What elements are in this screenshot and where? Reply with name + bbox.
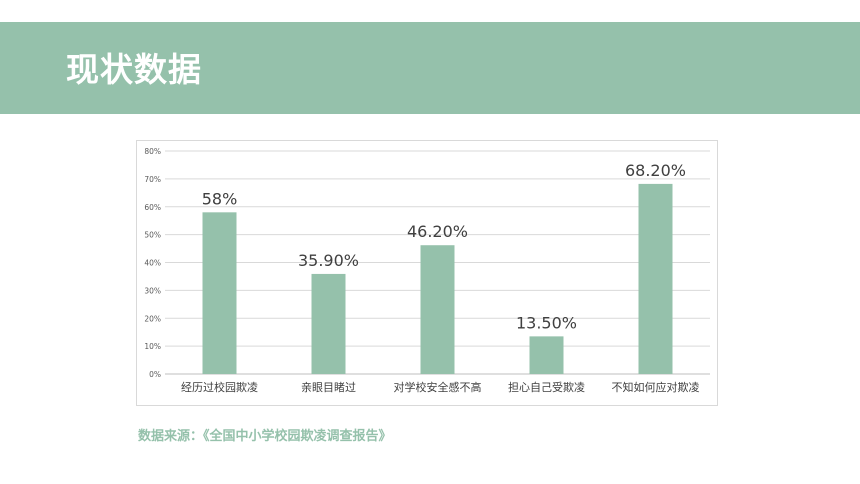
y-tick-label: 50%	[144, 231, 161, 240]
y-tick-label: 20%	[144, 314, 161, 323]
y-tick-label: 0%	[149, 370, 161, 379]
bar	[420, 245, 455, 374]
chart-canvas: 0% 10% 20% 30% 40% 50% 60% 70% 80% 58% 经历过校园欺凌 35.9…	[144, 147, 710, 394]
source-note: 数据来源：《全国中小学校园欺凌调查报告》	[138, 429, 392, 444]
page-title: 现状数据	[66, 50, 202, 89]
category-label: 不知如何应对欺凌	[612, 380, 700, 394]
y-tick-label: 40%	[144, 259, 161, 268]
header-banner: 现状数据	[0, 22, 860, 114]
bar	[529, 336, 564, 374]
bar	[202, 212, 237, 374]
bar	[638, 183, 673, 374]
category-label: 担心自己受欺凌	[508, 380, 585, 394]
category-label: 亲眼目睹过	[301, 380, 356, 394]
category-label: 经历过校园欺凌	[181, 380, 258, 394]
y-tick-label: 70%	[144, 175, 161, 184]
data-label: 58%	[202, 189, 238, 208]
data-label: 35.90%	[298, 251, 359, 270]
bar	[311, 273, 346, 374]
y-tick-label: 80%	[144, 147, 161, 156]
y-tick-label: 60%	[144, 203, 161, 212]
data-label: 68.20%	[625, 161, 686, 180]
y-tick-label: 30%	[144, 286, 161, 295]
bar-chart: 0% 10% 20% 30% 40% 50% 60% 70% 80% 58% 经历过校园欺凌 35.9…	[136, 140, 718, 406]
category-label: 对学校安全感不高	[394, 380, 482, 394]
data-label: 46.20%	[407, 222, 468, 241]
data-label: 13.50%	[516, 313, 577, 332]
y-tick-label: 10%	[144, 342, 161, 351]
